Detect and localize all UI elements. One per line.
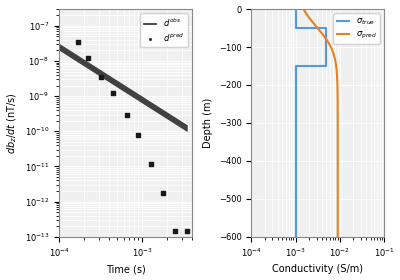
$\sigma_{pred}$ (335, 189, 340, 192)
$\sigma_{true}$ (324, 64, 329, 68)
Legend: $d^{obs}$, $d^{pred}$: $d^{obs}$, $d^{pred}$ (140, 13, 188, 47)
X-axis label: Conductivity (S/m): Conductivity (S/m) (272, 264, 363, 274)
$\sigma_{true}$ (293, 7, 298, 11)
$\sigma_{pred}$ (335, 99, 340, 103)
$\sigma_{true}$ (293, 235, 298, 239)
Point (172, 228, 178, 233)
Point (98, 75, 104, 79)
$\sigma_{pred}$ (301, 7, 306, 11)
Point (84, 56, 91, 60)
$\sigma_{pred}$ (319, 31, 324, 34)
Line: $\sigma_{pred}$: $\sigma_{pred}$ (304, 9, 338, 237)
Point (184, 228, 190, 233)
Point (135, 132, 142, 137)
$\sigma_{true}$ (293, 26, 298, 30)
Point (123, 112, 130, 117)
Legend: $\sigma_{true}$, $\sigma_{pred}$: $\sigma_{true}$, $\sigma_{pred}$ (333, 13, 380, 45)
Point (110, 91, 116, 95)
$\sigma_{pred}$ (335, 164, 340, 167)
$\sigma_{pred}$ (335, 108, 340, 111)
Y-axis label: $db_z/dt$ (nT/s): $db_z/dt$ (nT/s) (6, 92, 19, 154)
X-axis label: Time (s): Time (s) (106, 264, 146, 274)
Point (160, 190, 166, 195)
Point (148, 162, 155, 166)
Point (75, 39, 82, 44)
$\sigma_{true}$ (324, 26, 329, 30)
$\sigma_{true}$ (293, 64, 298, 68)
Line: $\sigma_{true}$: $\sigma_{true}$ (296, 9, 326, 237)
Y-axis label: Depth (m): Depth (m) (203, 98, 213, 148)
$\sigma_{pred}$ (335, 185, 340, 188)
$\sigma_{pred}$ (335, 235, 340, 239)
